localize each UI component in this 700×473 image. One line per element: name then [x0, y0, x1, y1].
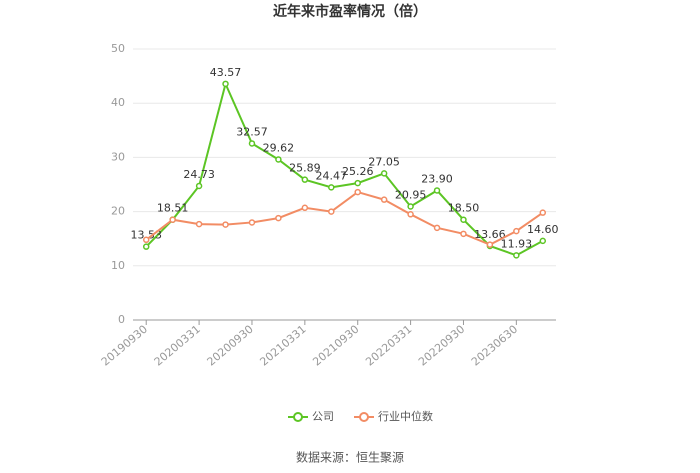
series-line	[145, 190, 544, 246]
data-label: 14.60	[527, 223, 559, 236]
data-label: 13.53	[130, 229, 162, 242]
legend-label: 公司	[312, 410, 334, 423]
x-tick-label: 20200930	[205, 323, 256, 369]
legend-marker	[293, 412, 303, 422]
point	[222, 221, 229, 228]
point	[328, 184, 335, 191]
point	[539, 237, 547, 245]
point	[354, 188, 361, 196]
data-label: 18.50	[448, 202, 480, 215]
source: 数据来源：恒生聚源	[296, 450, 404, 465]
x-tick-label: 20200331	[152, 323, 203, 369]
y-tick-label: 0	[118, 313, 125, 326]
point	[460, 230, 467, 238]
data-label: 25.89	[289, 162, 321, 175]
data-label: 43.57	[210, 66, 242, 79]
point	[486, 241, 494, 248]
point	[539, 209, 547, 216]
data-label: 23.90	[421, 172, 453, 185]
data-label: 18.51	[157, 202, 189, 215]
point	[222, 80, 229, 88]
point	[248, 219, 256, 226]
point	[275, 156, 282, 163]
y-tick-label: 10	[111, 259, 125, 272]
point	[195, 182, 203, 190]
point	[380, 170, 388, 177]
point	[275, 214, 282, 222]
point	[513, 227, 520, 235]
data-label: 29.62	[263, 141, 295, 154]
legend-marker	[359, 412, 369, 422]
point	[354, 179, 361, 187]
point	[460, 216, 467, 223]
data-label: 27.05	[368, 155, 400, 168]
point	[142, 243, 150, 250]
point	[248, 140, 256, 147]
point	[433, 224, 441, 232]
y-tick-label: 40	[111, 96, 125, 109]
y-tick-label: 20	[111, 205, 125, 218]
x-tick-label: 20230630	[469, 323, 520, 369]
x-tick-label: 20210930	[310, 323, 361, 369]
y-tick-label: 50	[111, 42, 125, 55]
point	[142, 236, 150, 244]
series-line	[145, 80, 544, 257]
x-tick-label: 20190930	[99, 323, 150, 369]
data-label: 20.95	[395, 188, 427, 201]
data-label: 11.93	[501, 237, 533, 250]
data-label: 13.66	[474, 228, 506, 241]
point	[380, 196, 388, 203]
chart-title: 近年来市盈率情况（倍）	[273, 3, 427, 20]
point	[301, 176, 309, 183]
y-tick-label: 30	[111, 150, 125, 163]
legend-label: 行业中位数	[378, 409, 433, 423]
x-tick-label: 20210331	[257, 323, 308, 369]
point	[301, 204, 309, 212]
data-label: 24.47	[316, 169, 348, 182]
point	[169, 216, 176, 223]
data-label: 32.57	[236, 125, 268, 138]
point	[195, 220, 203, 228]
data-label: 25.26	[342, 165, 374, 178]
point	[328, 208, 335, 215]
point	[407, 211, 414, 218]
point	[433, 187, 441, 194]
data-label: 24.73	[183, 168, 215, 181]
point	[407, 203, 414, 210]
x-tick-label: 20220331	[363, 323, 414, 369]
point	[513, 252, 520, 259]
x-tick-label: 20220930	[416, 323, 467, 369]
